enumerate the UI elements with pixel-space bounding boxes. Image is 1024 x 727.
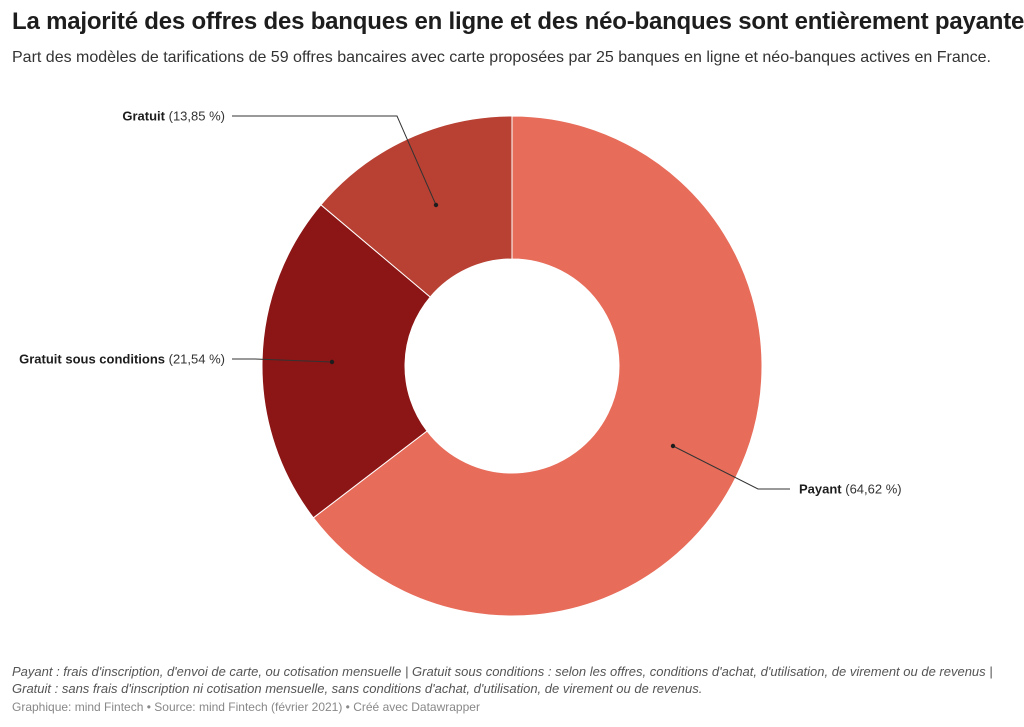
leader-line (672, 445, 790, 490)
leader-dot (329, 359, 335, 365)
chart-title: La majorité des offres des banques en li… (12, 8, 1024, 35)
slice-label: Payant (64,62 %) (799, 482, 902, 497)
slice-label: Gratuit sous conditions (21,54 %) (19, 352, 225, 367)
slice-labels: Payant (64,62 %) Gratuit sous conditions … (19, 109, 902, 497)
slice-label: Gratuit (13,85 %) (122, 109, 225, 124)
chart-footer: Graphique: mind Fintech • Source: mind F… (12, 700, 480, 714)
chart-subtitle: Part des modèles de tarifications de 59 … (12, 49, 991, 66)
donut-slices (261, 115, 763, 617)
chart-notes: Payant : frais d'inscription, d'envoi de… (12, 664, 993, 696)
leader-line (232, 358, 333, 363)
slice-gratuit (320, 115, 513, 298)
donut-chart: Payant (64,62 %) Gratuit sous conditions … (19, 109, 902, 617)
slice-gratuit-sous-conditions (261, 204, 431, 519)
leader-line (232, 115, 437, 206)
leader-dot (670, 443, 676, 449)
slice-payant (312, 115, 763, 617)
leader-dot (433, 202, 439, 208)
